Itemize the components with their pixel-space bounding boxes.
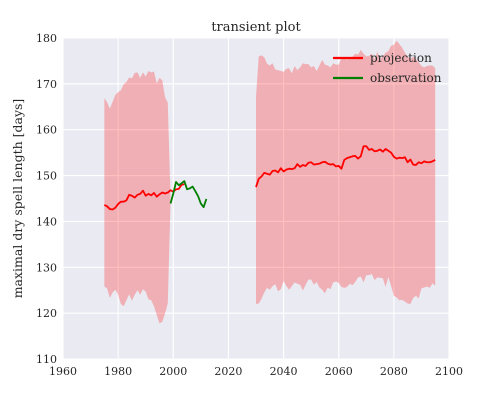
y-tick-labels: 110 120 130 140 150 160 170 180 — [36, 32, 57, 366]
y-tick-label: 120 — [36, 307, 57, 320]
gridlines — [62, 37, 450, 360]
y-tick-label: 150 — [36, 170, 57, 183]
x-tick-label: 2000 — [159, 365, 187, 378]
y-tick-label: 180 — [36, 32, 57, 45]
legend-item-observation: observation — [333, 71, 442, 85]
projection-band — [256, 40, 436, 304]
projection-line — [103, 183, 185, 211]
legend-label: observation — [370, 71, 442, 85]
projection-band — [104, 71, 171, 324]
series-lines — [103, 145, 436, 211]
y-tick-label: 160 — [36, 124, 57, 137]
x-tick-label: 2020 — [214, 365, 242, 378]
x-tick-label: 2100 — [435, 365, 463, 378]
x-tick-label: 1960 — [49, 365, 77, 378]
x-tick-label: 2040 — [270, 365, 298, 378]
y-tick-label: 110 — [36, 353, 57, 366]
x-tick-label: 1980 — [104, 365, 132, 378]
legend: projection observation — [333, 51, 442, 85]
projection-range-band — [104, 40, 436, 324]
y-tick-label: 130 — [36, 261, 57, 274]
x-tick-labels: 1960 1980 2000 2020 2040 2060 2080 2100 — [49, 365, 463, 378]
x-tick-label: 2080 — [380, 365, 408, 378]
legend-item-projection: projection — [333, 51, 432, 65]
y-axis-label: maximal dry spell length [days] — [10, 99, 25, 299]
y-tick-label: 140 — [36, 215, 57, 228]
chart-title: transient plot — [211, 20, 301, 35]
y-tick-label: 170 — [36, 78, 57, 91]
legend-label: projection — [370, 51, 432, 65]
projection-line — [255, 145, 436, 188]
observation-line — [169, 180, 208, 209]
x-tick-label: 2060 — [325, 365, 353, 378]
